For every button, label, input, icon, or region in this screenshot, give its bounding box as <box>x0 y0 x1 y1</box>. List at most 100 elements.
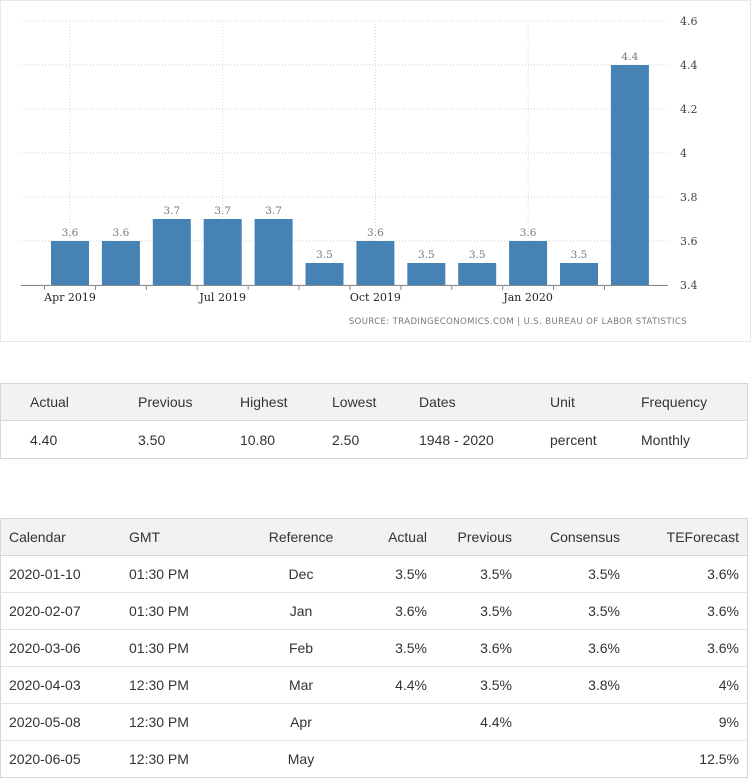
bar <box>305 263 344 285</box>
bar-value-label: 3.6 <box>113 227 130 239</box>
calendar-teforecast: 3.6% <box>628 555 748 593</box>
bar-value-label: 3.5 <box>469 249 486 261</box>
summary-header-row: Actual Previous Highest Lowest Dates Uni… <box>0 383 748 421</box>
calendar-consensus: 3.6% <box>520 629 628 667</box>
calendar-actual: 3.5% <box>369 629 435 667</box>
x-tick-label: Jan 2020 <box>502 291 553 304</box>
calendar-date: 2020-06-05 <box>0 740 121 778</box>
summary-header-actual: Actual <box>0 383 138 421</box>
calendar-actual: 4.4% <box>369 666 435 704</box>
summary-header-highest: Highest <box>240 383 332 421</box>
calendar-date: 2020-02-07 <box>0 592 121 630</box>
y-tick-label: 3.6 <box>680 235 698 248</box>
bar <box>610 65 649 285</box>
calendar-gmt: 01:30 PM <box>121 592 233 630</box>
y-tick-label: 3.8 <box>680 191 698 204</box>
bar-value-label: 3.7 <box>163 205 180 217</box>
chart-source: SOURCE: TRADINGECONOMICS.COM | U.S. BURE… <box>348 317 687 327</box>
bar <box>51 241 89 285</box>
calendar-previous: 4.4% <box>435 703 520 741</box>
calendar-date: 2020-05-08 <box>0 703 121 741</box>
y-tick-label: 4.6 <box>680 15 698 28</box>
calendar-gmt: 01:30 PM <box>121 555 233 593</box>
calendar-previous: 3.5% <box>435 666 520 704</box>
calendar-gmt: 12:30 PM <box>121 666 233 704</box>
calendar-consensus: 3.5% <box>520 592 628 630</box>
calendar-header-row: Calendar GMT Reference Actual Previous C… <box>0 518 748 556</box>
bar <box>458 263 497 285</box>
calendar-reference: Dec <box>233 555 369 593</box>
calendar-date: 2020-03-06 <box>0 629 121 667</box>
bar-chart: 3.4 3.6 3.8 4 4.2 4.4 4.6 3.6 3.6 3.7 3.7 3.7 3.5 3.6… <box>21 15 698 304</box>
calendar-table: Calendar GMT Reference Actual Previous C… <box>0 518 748 778</box>
calendar-date: 2020-01-10 <box>0 555 121 593</box>
calendar-row: 2020-05-08 12:30 PM Apr 4.4% 9% <box>0 703 748 741</box>
calendar-actual: 3.6% <box>369 592 435 630</box>
calendar-previous: 3.6% <box>435 629 520 667</box>
summary-unit: percent <box>550 431 597 448</box>
calendar-consensus <box>520 703 628 741</box>
calendar-previous: 3.5% <box>435 592 520 630</box>
summary-header-previous: Previous <box>138 383 240 421</box>
y-tick-label: 4.2 <box>680 103 698 116</box>
calendar-actual: 3.5% <box>369 555 435 593</box>
x-tick-label: Apr 2019 <box>43 291 96 304</box>
calendar-header-gmt: GMT <box>121 518 233 556</box>
bar <box>254 219 293 285</box>
calendar-header-teforecast: TEForecast <box>628 518 748 556</box>
bar <box>407 263 446 285</box>
summary-table: Actual Previous Highest Lowest Dates Uni… <box>0 383 748 459</box>
x-tick-label: Oct 2019 <box>350 291 401 304</box>
summary-header-lowest: Lowest <box>332 383 419 421</box>
bar-value-label: 4.4 <box>622 51 639 63</box>
calendar-reference: Jan <box>233 592 369 630</box>
calendar-date: 2020-04-03 <box>0 666 121 704</box>
calendar-consensus: 3.8% <box>520 666 628 704</box>
calendar-actual <box>369 740 435 778</box>
summary-header-dates: Dates <box>419 383 550 421</box>
bar-value-label: 3.6 <box>62 227 79 239</box>
summary-row: 4.40 3.50 10.80 2.50 1948 - 2020 percent… <box>1 421 748 459</box>
bar <box>560 263 598 285</box>
calendar-reference: Mar <box>233 666 369 704</box>
y-tick-label: 4 <box>680 147 687 160</box>
calendar-row: 2020-04-03 12:30 PM Mar 4.4% 3.5% 3.8% 4… <box>0 666 748 704</box>
summary-lowest: 2.50 <box>332 431 360 448</box>
bar <box>509 241 548 285</box>
calendar-header-reference: Reference <box>233 518 369 556</box>
calendar-row: 2020-06-05 12:30 PM May 12.5% <box>0 740 748 778</box>
y-tick-label: 3.4 <box>680 279 698 292</box>
bar <box>203 219 242 285</box>
calendar-row: 2020-02-07 01:30 PM Jan 3.6% 3.5% 3.5% 3… <box>0 592 748 630</box>
calendar-teforecast: 12.5% <box>628 740 748 778</box>
summary-previous: 3.50 <box>138 431 166 448</box>
summary-frequency: Monthly <box>641 431 691 448</box>
calendar-header-date: Calendar <box>0 518 121 556</box>
bar-value-label: 3.5 <box>316 249 333 261</box>
calendar-teforecast: 9% <box>628 703 748 741</box>
summary-actual: 4.40 <box>30 431 58 448</box>
calendar-teforecast: 3.6% <box>628 592 748 630</box>
calendar-previous: 3.5% <box>435 555 520 593</box>
calendar-reference: May <box>233 740 369 778</box>
y-tick-label: 4.4 <box>680 59 698 72</box>
calendar-teforecast: 4% <box>628 666 748 704</box>
calendar-row: 2020-03-06 01:30 PM Feb 3.5% 3.6% 3.6% 3… <box>0 629 748 667</box>
summary-dates: 1948 - 2020 <box>419 431 494 448</box>
calendar-consensus <box>520 740 628 778</box>
x-tick-label: Jul 2019 <box>198 291 246 304</box>
calendar-reference: Feb <box>233 629 369 667</box>
bar-value-label: 3.7 <box>214 205 231 217</box>
calendar-actual <box>369 703 435 741</box>
bar-value-label: 3.6 <box>520 227 537 239</box>
calendar-gmt: 12:30 PM <box>121 740 233 778</box>
calendar-gmt: 01:30 PM <box>121 629 233 667</box>
summary-header-frequency: Frequency <box>641 383 748 421</box>
calendar-header-consensus: Consensus <box>520 518 628 556</box>
bar-value-label: 3.6 <box>367 227 384 239</box>
summary-header-unit: Unit <box>550 383 641 421</box>
summary-highest: 10.80 <box>240 431 276 448</box>
calendar-header-previous: Previous <box>435 518 520 556</box>
calendar-previous <box>435 740 520 778</box>
bar <box>152 219 191 285</box>
